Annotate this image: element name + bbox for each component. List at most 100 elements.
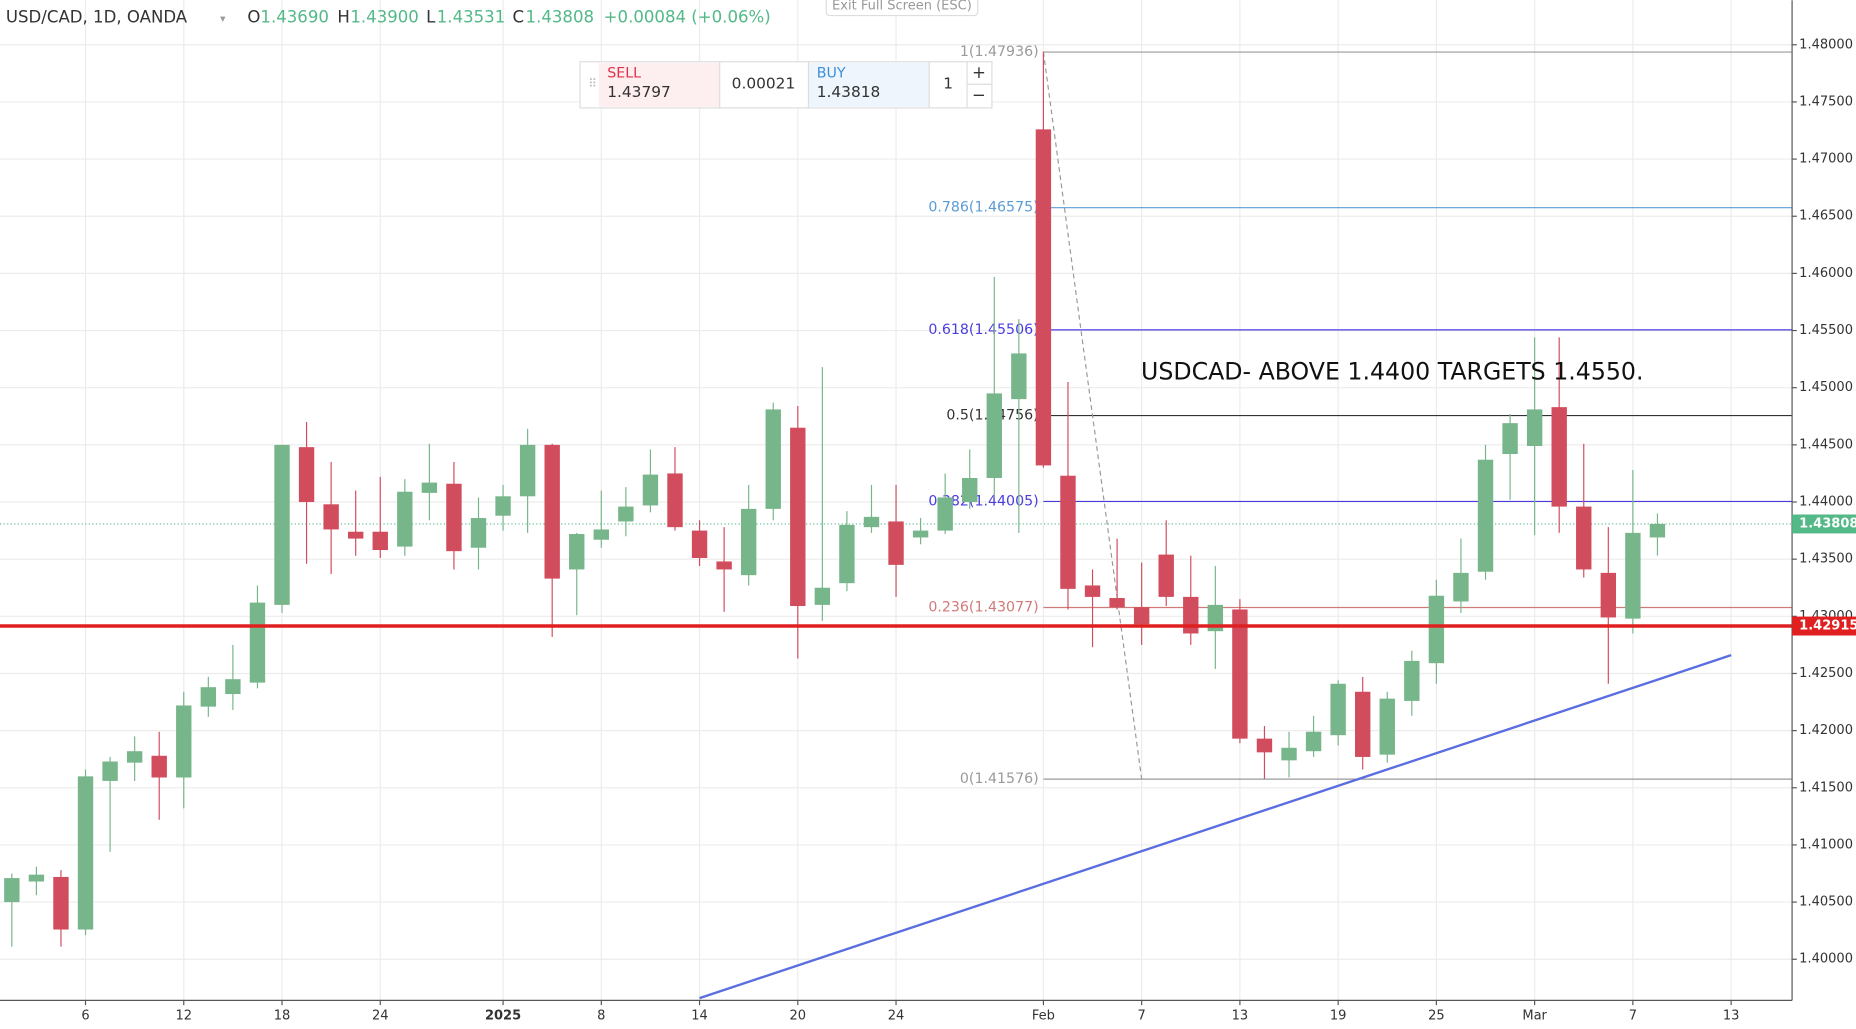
trendline: [699, 654, 1732, 1000]
candle-body: [519, 444, 536, 497]
candle-body: [691, 530, 708, 559]
y-tick-label: 1.42500: [1799, 666, 1853, 681]
sell-price[interactable]: 1.43797: [607, 83, 671, 101]
high-label: H: [337, 7, 349, 26]
candle-body: [397, 491, 413, 547]
exit-button-label[interactable]: Exit Full Screen (ESC): [832, 0, 972, 14]
trade-panel: ⠿ SELL 1.43797 0.00021 BUY 1.43818 1 + −: [579, 61, 993, 109]
candle-body: [348, 531, 364, 539]
candle-body: [126, 751, 143, 763]
x-tick-label: 18: [274, 1008, 291, 1023]
sell-button[interactable]: [598, 62, 720, 107]
support-tag: [1792, 616, 1856, 636]
candle-body: [1477, 459, 1494, 572]
candle-body: [1011, 353, 1027, 400]
close-value: 1.43808: [526, 7, 595, 26]
x-tick-label: 2025: [485, 1008, 521, 1023]
last-price-tag: [1792, 514, 1856, 534]
open-value: 1.43690: [260, 7, 329, 26]
candle-body: [1158, 554, 1174, 597]
exit-button[interactable]: [825, 0, 979, 17]
candle-body: [446, 483, 462, 552]
candle-body: [102, 761, 118, 781]
candle-body: [1035, 129, 1052, 466]
x-tick-label: Mar: [1522, 1008, 1547, 1023]
candle-body: [495, 496, 511, 516]
y-tick-label: 1.42000: [1799, 723, 1853, 738]
candle-body: [28, 874, 45, 882]
high-value: 1.43900: [350, 7, 419, 26]
y-tick-label: 1.46500: [1799, 209, 1853, 224]
candle-body: [421, 482, 438, 493]
candle-body: [470, 518, 487, 548]
candle-body: [716, 561, 732, 570]
last-price-label: 1.43808: [1799, 516, 1856, 531]
candle-body: [986, 393, 1002, 479]
drag-handle[interactable]: ⠿: [588, 77, 597, 91]
candle-body: [1133, 607, 1150, 625]
quantity[interactable]: 1: [943, 75, 953, 93]
candle-body: [151, 755, 167, 778]
candle-body: [1232, 609, 1248, 739]
candle-body: [1625, 532, 1641, 619]
candle-body: [1183, 596, 1199, 634]
candle-body: [1109, 598, 1125, 608]
candle-body: [372, 531, 388, 551]
y-tick-label: 1.48000: [1799, 37, 1853, 52]
candle-body: [274, 444, 290, 605]
fib-label: 1(1.47936): [960, 44, 1039, 60]
candle-body: [176, 705, 192, 778]
candle-body: [569, 534, 585, 570]
x-tick-label: Feb: [1032, 1008, 1055, 1023]
low-label: L: [426, 7, 436, 26]
candle-body: [323, 504, 339, 530]
candle-body: [863, 516, 880, 528]
candle-body: [4, 878, 20, 903]
y-tick-label: 1.41500: [1799, 780, 1853, 795]
buy-button[interactable]: [808, 62, 930, 107]
fib-label: 0(1.41576): [960, 771, 1039, 787]
marks: 1(1.47936) 0.786(1.46575) 0.618(1.45506) 0.…: [0, 44, 1793, 1000]
sell-label[interactable]: SELL: [607, 66, 641, 82]
candle-body: [814, 587, 831, 605]
candle-body: [1600, 572, 1617, 618]
buy-price[interactable]: 1.43818: [817, 83, 881, 101]
candle-body: [1060, 475, 1076, 589]
candle-body: [790, 427, 806, 607]
candle-body: [912, 530, 929, 538]
plus-button[interactable]: +: [972, 63, 986, 82]
spread: 0.00021: [732, 75, 796, 93]
candle-body: [1404, 660, 1420, 701]
y-tick-label: 1.44500: [1799, 437, 1853, 452]
candle-body: [200, 687, 217, 707]
y-tick-label: 1.47500: [1799, 94, 1853, 109]
candle-body: [1576, 506, 1592, 570]
candle-body: [1355, 691, 1371, 757]
candle-body: [839, 524, 855, 584]
change-value: +0.00084 (+0.06%): [604, 7, 771, 26]
candle-body: [1453, 572, 1469, 602]
candle-body: [1551, 407, 1567, 507]
candle-body: [1649, 523, 1666, 538]
close-label: C: [513, 7, 525, 26]
candle-body: [667, 473, 683, 528]
buy-label[interactable]: BUY: [817, 66, 846, 82]
dropdown-icon[interactable]: ▾: [220, 12, 226, 25]
x-tick-label: 19: [1330, 1008, 1347, 1023]
minus-button[interactable]: −: [972, 86, 986, 105]
x-tick-label: 20: [790, 1008, 807, 1023]
support-label: 1.42915: [1799, 619, 1856, 634]
y-tick-label: 1.45500: [1799, 323, 1853, 338]
candle-body: [740, 508, 757, 576]
x-tick-label: 12: [175, 1008, 192, 1023]
candle-body: [962, 478, 978, 503]
candle-body: [1305, 731, 1322, 752]
candle-body: [298, 447, 315, 503]
candle-body: [593, 529, 609, 540]
candle-body: [53, 876, 69, 930]
candle-body: [1256, 738, 1273, 753]
y-tick-label: 1.44000: [1799, 495, 1853, 510]
candle-body: [1330, 683, 1346, 736]
